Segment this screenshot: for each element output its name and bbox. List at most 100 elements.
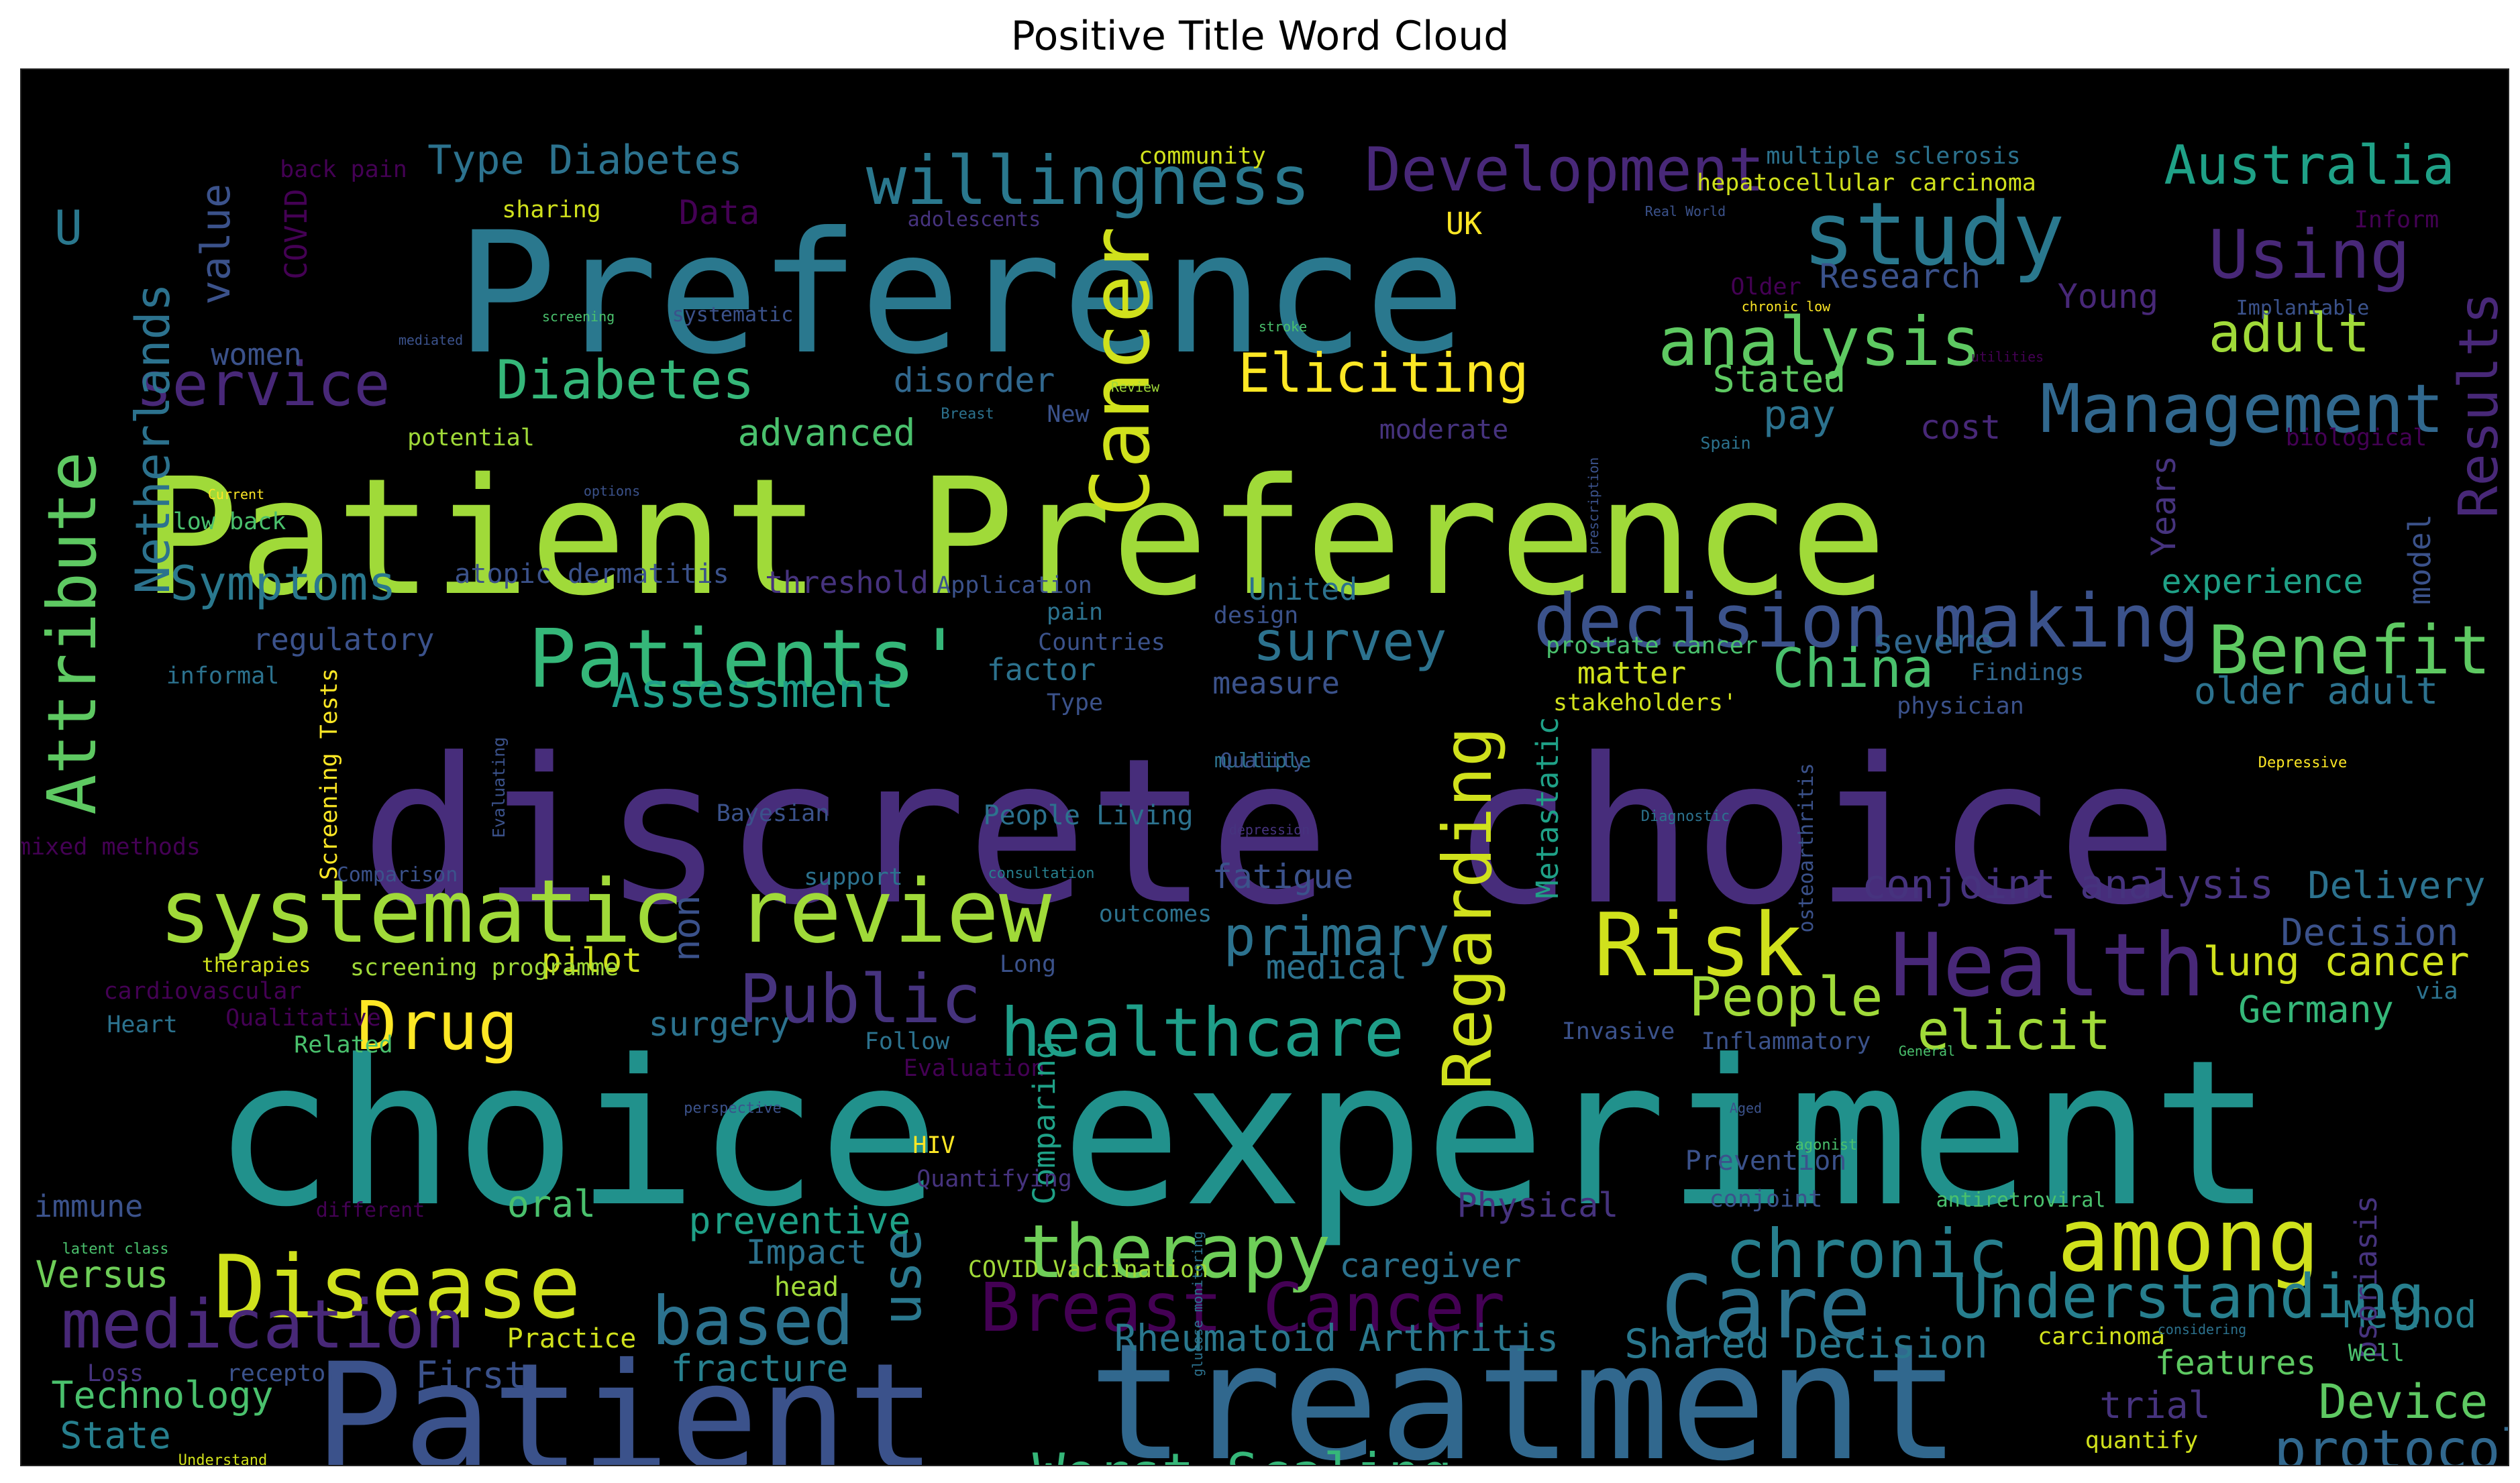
cloud-word: therapy [1020,1209,1331,1295]
cloud-word: study [1802,183,2064,285]
cloud-word: based [651,1282,853,1360]
cloud-word: Countries [1038,629,1165,656]
cloud-word: Related [294,1032,393,1058]
cloud-word: Life [59,1458,172,1465]
cloud-word: carcinoma [2038,1323,2165,1350]
cloud-word: Diagnostic [1641,808,1730,825]
cloud-word: UK [1446,206,1482,241]
cloud-word: psoriasis [2348,1195,2384,1359]
cloud-word: Stated [1713,358,1846,400]
cloud-word: Quality [1220,749,1305,773]
cloud-word: hepatocellular carcinoma [1697,170,2036,197]
cloud-word: Quantifying [916,1166,1072,1193]
cloud-word: Data [679,193,759,232]
cloud-word: Depressive [2258,755,2347,771]
cloud-word: Bayesian [717,800,830,827]
cloud-word: potential [407,425,535,451]
cloud-word: head [774,1272,839,1303]
cloud-word: disorder [894,361,1055,400]
cloud-word: Australia [2164,134,2454,197]
cloud-word: Understand [178,1452,267,1465]
cloud-word: mixed methods [21,834,201,861]
cloud-word: low back [173,508,286,535]
cloud-word: Versus [36,1253,169,1296]
cloud-word: osteoarthritis [1795,763,1818,933]
cloud-word: severe [1873,622,1995,661]
word-cloud: choice experiment discrete choice Preferen… [20,68,2509,1466]
words-layer: choice experiment discrete choice Preferen… [21,134,2508,1465]
cloud-word: Qualitative [225,1005,381,1032]
cloud-word: COVID [278,188,314,279]
cloud-word: Inform [2354,207,2439,233]
cloud-word: physician [1897,693,2024,720]
cloud-word: Worst Scaling [1033,1442,1453,1465]
cloud-word: consultation [988,865,1095,882]
cloud-word: stroke [1259,319,1307,335]
cloud-word: immune [34,1189,144,1224]
cloud-word: Public [739,960,981,1038]
cloud-word: U [54,201,83,256]
cloud-word: Real World [1645,203,1726,219]
cloud-word: cost [1920,408,2001,447]
cloud-word: prostate cancer [1546,633,1758,659]
cloud-word: via [2415,978,2458,1005]
cloud-word: features [2155,1343,2317,1382]
cloud-word: conjoint [1710,1186,1823,1213]
cloud-word: Older [1730,274,1801,300]
cloud-word: Research [1820,257,1981,296]
cloud-word: adult [2209,302,2370,364]
cloud-word: primary [1223,905,1449,968]
cloud-word: Young [2058,277,2159,316]
cloud-word: Benefit [2208,611,2490,690]
cloud-word: experience [2161,562,2363,601]
cloud-word: Long [1000,951,1056,978]
cloud-word: atopic dermatitis [454,559,729,590]
cloud-word: older adult [2194,669,2438,712]
cloud-word: Patient Preference [142,443,1887,631]
cloud-word: adolescents [908,208,1041,231]
cloud-word: glucose monitoring [1190,1231,1206,1377]
cloud-word: advanced [738,411,916,454]
cloud-word: therapies [202,954,311,977]
cloud-word: Risk [1593,894,1803,996]
cloud-word: Prevention [1685,1146,1847,1176]
cloud-word: service [136,349,390,420]
cloud-word: Evaluation [904,1055,1045,1082]
cloud-word: trial [2099,1384,2211,1427]
cloud-background [21,70,2508,1465]
cloud-word: Technology [51,1374,273,1417]
cloud-word: pain [1047,599,1103,626]
cloud-word: systematic [672,303,794,327]
cloud-word: outcomes [1099,901,1212,928]
cloud-word: Type [1047,690,1103,716]
cloud-word: Symptoms [170,556,396,611]
cloud-word: different [316,1199,425,1222]
cloud-word: antiretroviral [1936,1189,2106,1212]
cloud-word: Preference [456,196,1465,391]
cloud-word: decision making [1533,578,2199,664]
cloud-word: non [665,895,708,961]
cloud-word: treatment [1088,1309,1960,1465]
cloud-word: Device [2319,1374,2488,1429]
cloud-word: discrete choice [360,715,2178,949]
cloud-word: multiple [1214,749,1312,773]
cloud-word: Comparing [1027,1041,1062,1205]
chart-title: Positive Title Word Cloud [1010,13,1510,60]
cloud-word: Spain [1700,433,1750,453]
cloud-word: COVID Vaccination [968,1256,1208,1283]
cloud-word: Using [2208,215,2410,294]
cloud-word: measure [1212,665,1340,701]
cloud-word: among [2057,1189,2319,1291]
cloud-word: use [871,1229,933,1326]
cloud-word: Method [2344,1293,2477,1336]
cloud-word: quantify [2085,1427,2199,1454]
cloud-word: medication [61,1285,465,1364]
cloud-word: factor [987,652,1096,688]
cloud-word: Evaluating [489,737,509,838]
cloud-word: prescription [1585,457,1602,555]
cloud-word: mediated [399,332,463,348]
cloud-word: perspective [684,1100,782,1117]
cloud-word: Screening Tests [316,668,343,880]
cloud-word: Drug [357,987,519,1065]
cloud-word: survey [1253,610,1447,673]
